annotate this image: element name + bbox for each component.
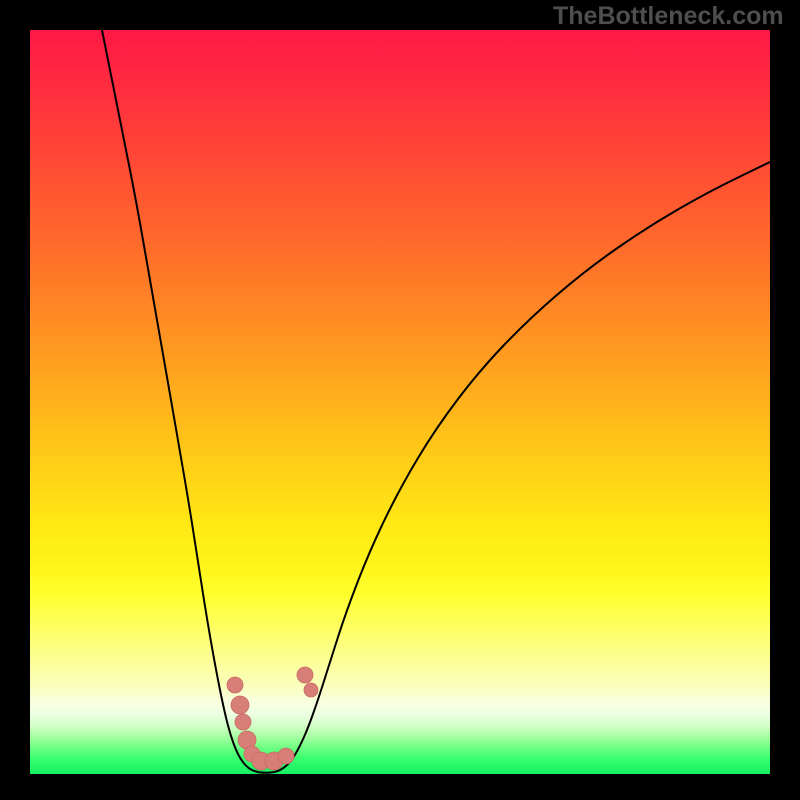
data-marker [278, 748, 294, 764]
data-marker [227, 677, 243, 693]
chart-svg [0, 0, 800, 800]
data-marker [304, 683, 318, 697]
watermark-text: TheBottleneck.com [553, 2, 784, 31]
plot-frame [0, 774, 800, 800]
data-marker [235, 714, 251, 730]
data-marker [231, 696, 249, 714]
gradient-background [30, 30, 770, 774]
plot-frame [770, 0, 800, 800]
plot-frame [0, 0, 30, 800]
data-marker [297, 667, 313, 683]
